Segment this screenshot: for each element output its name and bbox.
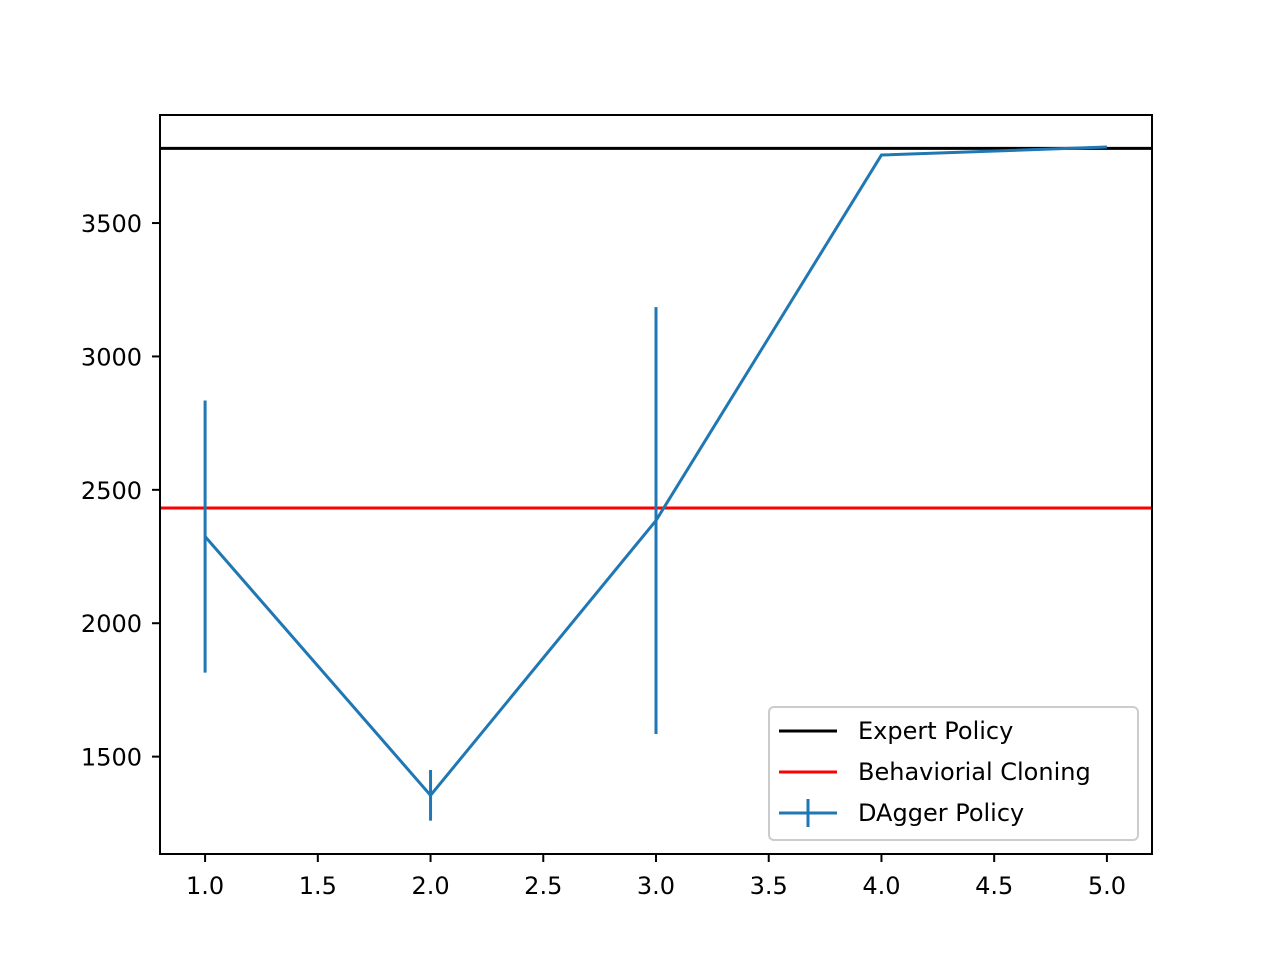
x-tick-label: 2.0 [411, 872, 449, 900]
x-tick-label: 3.5 [750, 872, 788, 900]
x-tick-label: 1.5 [299, 872, 337, 900]
x-tick-label: 2.5 [524, 872, 562, 900]
axes: 1.0 1.5 2.0 2.5 3.0 3.5 4.0 4.5 5.0 1500 2000 2500 3… [81, 114, 1153, 900]
y-tick-label: 2000 [81, 610, 142, 638]
y-tick-label: 2500 [81, 477, 142, 505]
y-tick-label: 3500 [81, 210, 142, 238]
legend-box [768, 706, 1139, 841]
x-tick-label: 1.0 [186, 872, 224, 900]
y-tick-label: 1500 [81, 744, 142, 772]
plot-area [160, 145, 1152, 821]
legend-label-expert-policy: Expert Policy [858, 717, 1013, 745]
x-tick-label: 4.5 [975, 872, 1013, 900]
legend-label-dagger-policy: DAgger Policy [858, 799, 1024, 827]
legend: Expert Policy Behaviorial Cloning DAgger P… [768, 706, 1139, 841]
x-tick-label: 5.0 [1088, 872, 1126, 900]
x-tick-label: 4.0 [862, 872, 900, 900]
y-tick-label: 3000 [81, 343, 142, 371]
legend-label-behavioral-cloning: Behaviorial Cloning [858, 758, 1091, 786]
x-tick-label: 3.0 [637, 872, 675, 900]
